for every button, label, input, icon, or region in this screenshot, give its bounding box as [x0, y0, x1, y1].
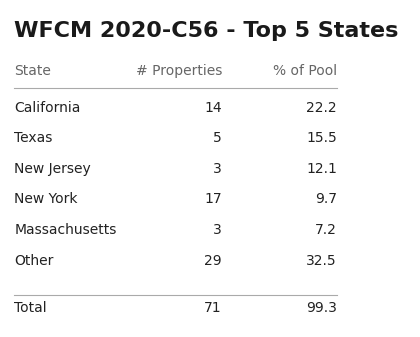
Text: 17: 17: [205, 192, 222, 206]
Text: 99.3: 99.3: [306, 301, 337, 315]
Text: 9.7: 9.7: [315, 192, 337, 206]
Text: Total: Total: [14, 301, 47, 315]
Text: 22.2: 22.2: [306, 101, 337, 115]
Text: New York: New York: [14, 192, 78, 206]
Text: 5: 5: [213, 131, 222, 145]
Text: 7.2: 7.2: [315, 223, 337, 237]
Text: California: California: [14, 101, 81, 115]
Text: 3: 3: [213, 162, 222, 176]
Text: WFCM 2020-C56 - Top 5 States: WFCM 2020-C56 - Top 5 States: [14, 21, 399, 40]
Text: % of Pool: % of Pool: [273, 64, 337, 78]
Text: State: State: [14, 64, 51, 78]
Text: 14: 14: [205, 101, 222, 115]
Text: 12.1: 12.1: [306, 162, 337, 176]
Text: 29: 29: [205, 253, 222, 268]
Text: New Jersey: New Jersey: [14, 162, 91, 176]
Text: 71: 71: [205, 301, 222, 315]
Text: 32.5: 32.5: [306, 253, 337, 268]
Text: Other: Other: [14, 253, 54, 268]
Text: 15.5: 15.5: [306, 131, 337, 145]
Text: Massachusetts: Massachusetts: [14, 223, 117, 237]
Text: # Properties: # Properties: [136, 64, 222, 78]
Text: 3: 3: [213, 223, 222, 237]
Text: Texas: Texas: [14, 131, 53, 145]
